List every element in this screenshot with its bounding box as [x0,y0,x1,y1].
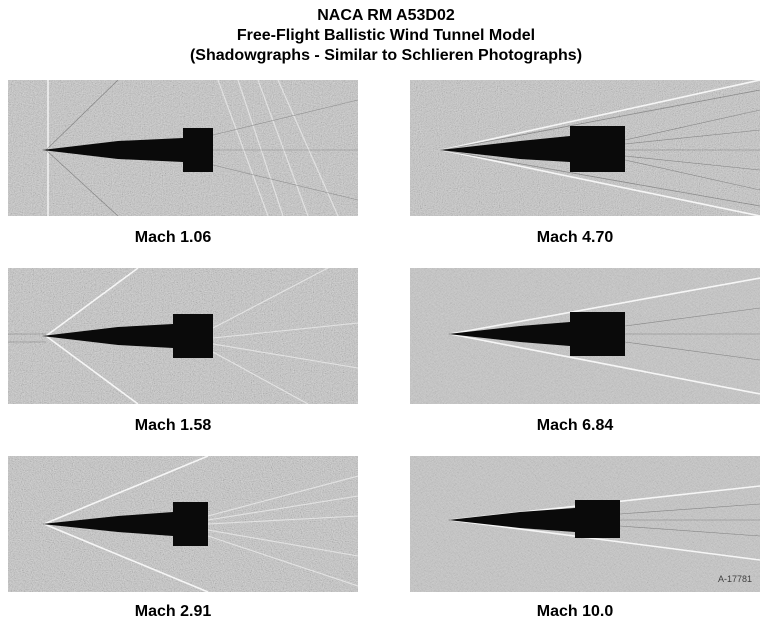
shadowgraph-image [410,80,760,216]
shadowgraph-image [410,268,760,404]
model-title: Free-Flight Ballistic Wind Tunnel Model [236,27,536,44]
shadowgraph-image [8,80,358,216]
report-number: NACA RM A53D02 [317,7,455,24]
shadowgraph-image: A-17781 [410,456,760,592]
caption-mach-1-06: Mach 1.06 [134,229,212,246]
subtitle: (Shadowgraphs - Similar to Schlieren Pho… [189,47,583,64]
header: NACA RM A53D02 Free-Flight Ballistic Win… [0,6,772,66]
caption-mach-10-0: Mach 10.0 [536,603,614,620]
shadowgraph-image [8,268,358,404]
figure-number-annotation: A-17781 [718,574,752,584]
caption-mach-6-84: Mach 6.84 [536,417,614,434]
shadowgraph-image [8,456,358,592]
caption-mach-2-91: Mach 2.91 [134,603,212,620]
caption-mach-4-70: Mach 4.70 [536,229,614,246]
caption-mach-1-58: Mach 1.58 [134,417,212,434]
